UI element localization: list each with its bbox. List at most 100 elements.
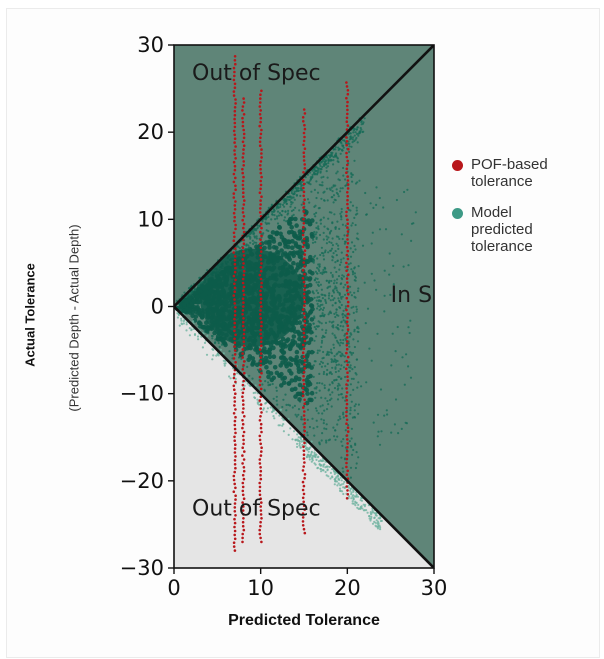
model-point — [271, 382, 274, 386]
model-point — [344, 266, 347, 269]
model-point — [223, 342, 228, 348]
model-point — [350, 437, 353, 440]
pof-point — [234, 486, 237, 490]
model-point — [333, 483, 336, 486]
model-point — [333, 387, 337, 390]
pof-point — [242, 332, 246, 336]
pof-point — [303, 402, 307, 406]
model-point — [316, 296, 319, 299]
model-point — [342, 325, 345, 328]
pof-point — [347, 273, 350, 277]
model-point — [350, 353, 353, 356]
model-point — [354, 248, 357, 251]
pof-point — [303, 249, 307, 252]
model-point — [359, 126, 362, 130]
model-point — [297, 376, 302, 382]
model-point — [296, 433, 299, 436]
model-point — [310, 440, 313, 443]
model-point — [354, 275, 357, 278]
pof-point — [302, 139, 306, 143]
pof-point — [233, 329, 236, 333]
pof-point — [241, 352, 244, 355]
model-point — [272, 210, 276, 213]
pof-point — [346, 489, 349, 492]
model-point — [352, 497, 355, 500]
model-point — [333, 312, 336, 315]
model-point — [357, 456, 360, 459]
pof-point — [303, 284, 307, 288]
model-point — [329, 271, 333, 274]
pof-point — [260, 540, 263, 544]
pof-point — [241, 105, 245, 108]
model-point — [363, 509, 366, 512]
pof-point — [242, 250, 245, 253]
model-point — [337, 474, 340, 478]
pof-point — [260, 371, 263, 375]
model-point — [351, 500, 354, 503]
model-point — [216, 353, 219, 356]
model-point — [353, 266, 356, 269]
pof-point — [345, 320, 349, 324]
pof-point — [301, 480, 305, 484]
pof-point — [346, 175, 349, 178]
pof-point — [258, 493, 262, 497]
model-point — [255, 241, 258, 244]
pof-point — [233, 525, 236, 529]
pof-point — [345, 485, 349, 488]
model-point — [326, 350, 329, 353]
pof-point — [241, 297, 245, 301]
model-point — [348, 150, 351, 153]
model-point — [325, 279, 328, 282]
model-point — [313, 315, 316, 318]
pof-point — [242, 469, 246, 473]
pof-point — [346, 249, 350, 253]
model-point — [289, 387, 295, 393]
model-point — [328, 279, 331, 282]
model-point — [326, 399, 329, 403]
model-point — [400, 427, 403, 430]
model-point — [353, 295, 356, 298]
model-point — [265, 410, 268, 413]
pof-point — [346, 469, 350, 473]
pof-point — [303, 296, 306, 300]
model-point — [331, 304, 334, 307]
pof-point — [302, 280, 306, 284]
pof-point — [303, 163, 307, 166]
model-point — [322, 238, 325, 241]
pof-point — [242, 407, 245, 410]
model-point — [350, 145, 353, 148]
pof-point — [232, 90, 236, 93]
pof-point — [259, 164, 262, 167]
model-point — [318, 441, 321, 444]
model-point — [272, 415, 275, 418]
pof-point — [260, 281, 263, 285]
pof-point — [233, 55, 237, 58]
model-point — [304, 276, 310, 281]
model-point — [351, 453, 354, 456]
model-point — [304, 290, 310, 296]
model-point — [315, 335, 318, 338]
pof-point — [259, 473, 262, 477]
model-point — [340, 261, 343, 264]
pof-point — [259, 160, 263, 163]
model-point — [342, 486, 345, 489]
model-point — [376, 522, 379, 525]
model-point — [298, 442, 301, 445]
pof-point — [241, 395, 244, 399]
model-point — [295, 262, 301, 267]
pof-point — [302, 374, 305, 378]
model-point — [351, 136, 355, 139]
pof-point — [302, 343, 305, 347]
model-point — [355, 136, 358, 140]
pof-point — [345, 269, 348, 273]
pof-point — [345, 214, 348, 218]
pof-point — [234, 455, 237, 458]
pof-point — [301, 488, 305, 492]
model-point — [313, 171, 316, 174]
model-point — [300, 187, 303, 190]
pof-point — [302, 143, 305, 147]
pof-point — [260, 501, 263, 504]
model-point — [344, 315, 347, 318]
model-point — [336, 388, 339, 391]
model-point — [334, 429, 337, 432]
